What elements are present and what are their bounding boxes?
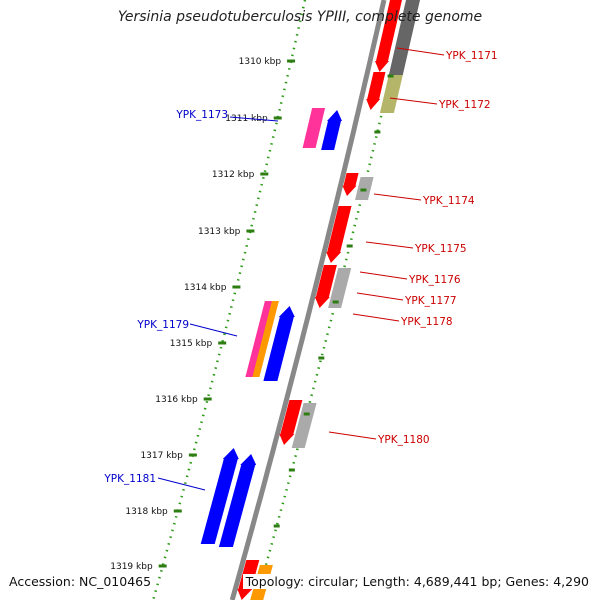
reverse-gene-ypk-1175 [326, 206, 352, 263]
tick-label: 1316 kbp [155, 395, 198, 405]
callout-line-ypk-1177 [356, 292, 404, 301]
tick-label: 1310 kbp [239, 57, 282, 67]
other-feature-ypk-1172 [379, 75, 403, 113]
accession-label: Accession: NC_010465 [6, 574, 155, 589]
callout-line-ypk-1173 [229, 116, 279, 122]
callout-line-ypk-1174 [373, 193, 422, 201]
gene-label-ypk-1174: YPK_1174 [422, 195, 475, 207]
tick-label: 1312 kbp [212, 170, 255, 180]
callout-line-ypk-1179 [189, 323, 238, 337]
tick-label: 1314 kbp [184, 283, 227, 293]
forward-gene-ypk-1181b [218, 454, 257, 547]
gene-label-ypk-1176: YPK_1176 [408, 274, 461, 286]
tick-label: 1317 kbp [140, 451, 183, 461]
other-feature-ypk-1171 [388, 0, 420, 75]
tick-label: 1318 kbp [125, 507, 168, 517]
tick-label: 1319 kbp [110, 562, 153, 572]
callout-line-ypk-1180 [328, 431, 377, 440]
callout-line-ypk-1181 [157, 477, 206, 491]
tick-label: 1315 kbp [170, 339, 213, 349]
reverse-gene-ypk-1176 [314, 265, 337, 308]
gene-label-ypk-1171: YPK_1171 [445, 50, 498, 62]
forward-gene-ypk-1181 [200, 448, 239, 544]
callout-line-ypk-1171 [396, 47, 445, 56]
gene-label-ypk-1179: YPK_1179 [136, 319, 189, 331]
label-layer: YPK_1171 YPK_1172 YPK_1173 YPK_1174 YPK_1175… [103, 47, 498, 491]
reverse-gene-ypk-1172 [366, 72, 386, 110]
tick-layer: 1310 kbp 1311 kbp 1312 kbp 1313 kbp 1314 kbp… [110, 57, 394, 584]
gene-label-ypk-1178: YPK_1178 [400, 316, 453, 328]
orange-feature-ypk-1179 [252, 301, 279, 377]
forward-gene-ypk-1173 [321, 110, 342, 150]
gene-label-ypk-1177: YPK_1177 [404, 295, 457, 307]
other-feature-ypk-1177 [328, 268, 352, 308]
gene-label-ypk-1172: YPK_1172 [438, 99, 491, 111]
forward-track-boundary [151, 0, 307, 601]
callout-line-ypk-1176 [359, 271, 408, 280]
callout-line-ypk-1178 [352, 313, 400, 322]
genome-summary: Topology: circular; Length: 4,689,441 bp… [242, 574, 592, 589]
callout-line-ypk-1175 [365, 241, 414, 249]
tick-label: 1313 kbp [198, 227, 241, 237]
forward-gene-ypk-1179 [263, 306, 295, 381]
map-title: Yersinia pseudotuberculosis YPIII, compl… [117, 9, 483, 25]
gene-label-ypk-1173: YPK_1173 [175, 109, 228, 121]
gene-label-ypk-1180: YPK_1180 [377, 434, 430, 446]
gene-label-ypk-1175: YPK_1175 [414, 243, 467, 255]
backbone [229, 0, 387, 601]
reverse-gene-ypk-1171 [375, 0, 402, 72]
tick-label: 1311 kbp [225, 114, 268, 124]
rna-feature-ypk-1173 [302, 108, 326, 148]
callout-line-ypk-1172 [389, 97, 438, 105]
gene-label-ypk-1181: YPK_1181 [103, 473, 156, 485]
backbone-line [229, 0, 387, 601]
reverse-gene-ypk-1180 [279, 400, 303, 445]
reverse-gene-ypk-1174 [342, 173, 359, 196]
other-feature-ypk-1180 [291, 403, 317, 448]
